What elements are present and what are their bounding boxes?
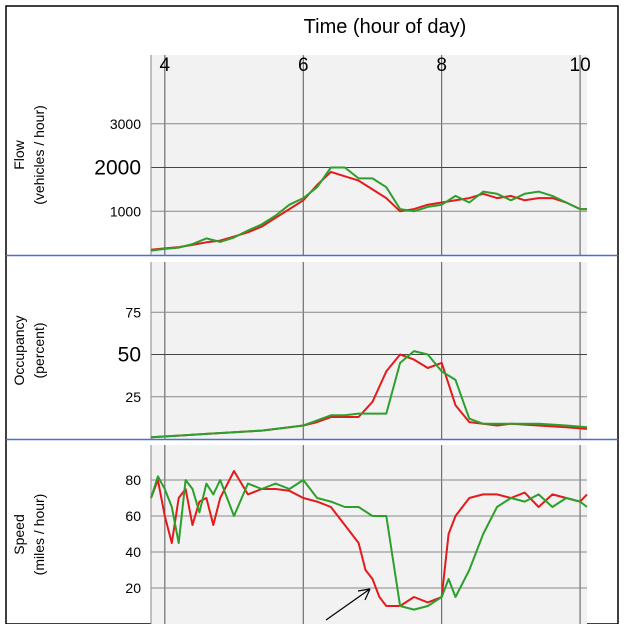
y-tick-label: 60 xyxy=(125,508,141,524)
y-axis-label: Speed xyxy=(11,514,27,554)
x-tick-label: 8 xyxy=(436,55,447,76)
y-tick-label: 20 xyxy=(125,580,141,596)
series-line-speed-0 xyxy=(150,470,588,607)
y-tick-label: 75 xyxy=(125,304,141,320)
y-tick-label: 25 xyxy=(125,389,141,405)
y-axis-label-unit: (percent) xyxy=(31,322,47,378)
y-tick-label: 50 xyxy=(118,344,141,367)
y-tick-label: 80 xyxy=(125,472,141,488)
x-tick-label: 4 xyxy=(160,55,171,76)
y-tick-label: 3000 xyxy=(110,116,141,132)
y-tick-label: 40 xyxy=(125,544,141,560)
y-axis-label: Flow xyxy=(11,139,27,169)
series-line-flow-1 xyxy=(150,166,587,252)
plot-area-occupancy xyxy=(151,262,587,439)
y-axis-label-unit: (miles / hour) xyxy=(31,494,47,576)
plot-area-flow xyxy=(151,55,587,255)
x-tick-label: 6 xyxy=(298,55,309,76)
x-tick-label: 10 xyxy=(570,55,591,76)
y-axis-label: Occupancy xyxy=(11,315,27,385)
annotation-arrow xyxy=(325,588,371,621)
y-axis-label-unit: (vehicles / hour) xyxy=(31,105,47,205)
series-line-flow-0 xyxy=(150,170,587,251)
y-tick-label: 1000 xyxy=(110,203,141,219)
series-line-occupancy-1 xyxy=(150,350,588,439)
chart-title: Time (hour of day) xyxy=(304,16,467,38)
plot-area-speed xyxy=(151,445,587,624)
y-tick-label: 2000 xyxy=(94,157,141,180)
series-line-speed-1 xyxy=(150,475,588,611)
